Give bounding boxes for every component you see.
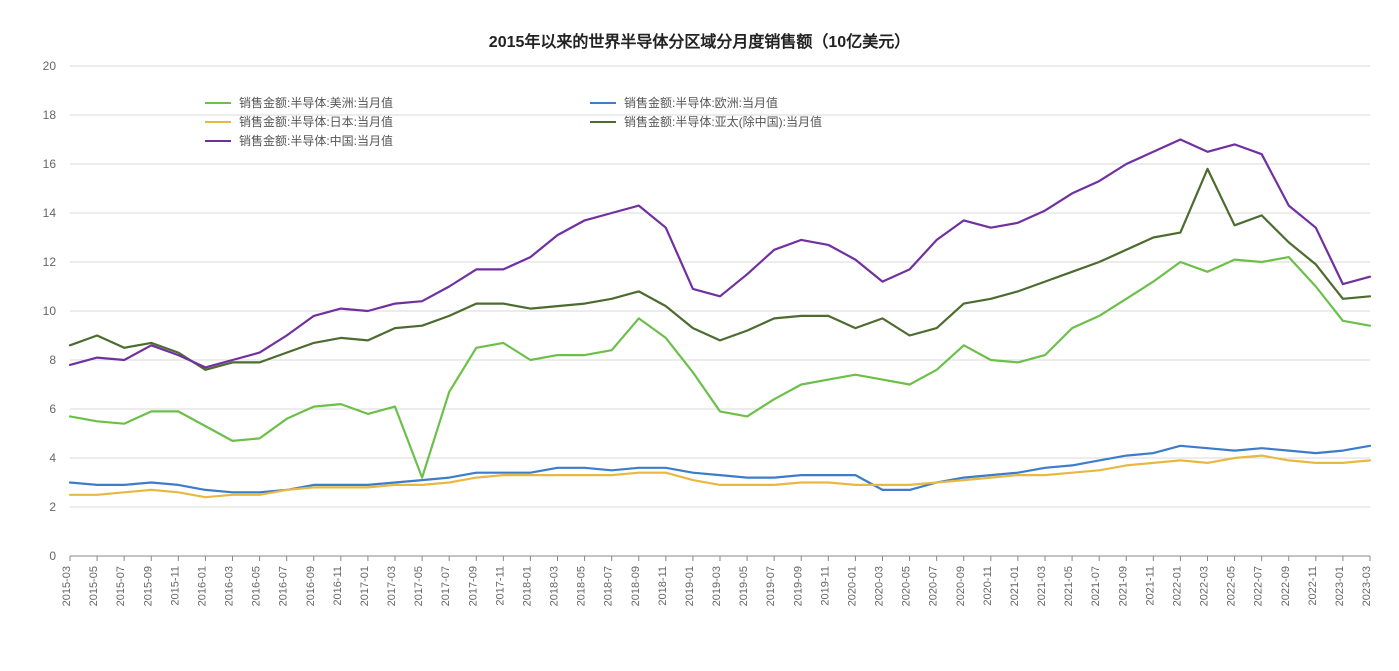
x-tick-label: 2022-01	[1171, 566, 1183, 606]
x-tick-label: 2017-09	[467, 566, 479, 606]
x-tick-label: 2017-05	[413, 566, 425, 606]
y-tick-label: 2	[49, 500, 56, 514]
x-tick-label: 2022-07	[1253, 566, 1265, 606]
x-tick-label: 2020-11	[982, 566, 994, 606]
x-tick-label: 2023-01	[1334, 566, 1346, 606]
y-tick-label: 16	[43, 157, 57, 171]
series-lines	[70, 140, 1370, 498]
legend-label: 销售金额:半导体:美洲:当月值	[239, 94, 393, 111]
legend-row: 销售金额:半导体:美洲:当月值 销售金额:半导体:欧洲:当月值	[205, 94, 935, 111]
y-tick-label: 12	[43, 255, 57, 269]
x-tick-label: 2018-07	[603, 566, 615, 606]
x-tick-label: 2017-07	[440, 566, 452, 606]
x-tick-label: 2022-05	[1226, 566, 1238, 606]
y-tick-label: 20	[43, 59, 57, 73]
x-tick-label: 2018-11	[657, 566, 669, 606]
x-tick-label: 2017-11	[494, 566, 506, 606]
x-tick-label: 2019-07	[765, 566, 777, 606]
series-line-americas	[70, 257, 1370, 478]
x-tick-label: 2019-05	[738, 566, 750, 606]
x-tick-label: 2021-03	[1036, 566, 1048, 606]
y-tick-label: 4	[49, 451, 56, 465]
legend-label: 销售金额:半导体:日本:当月值	[239, 113, 393, 130]
y-tick-label: 6	[49, 402, 56, 416]
y-tick-label: 0	[49, 549, 56, 563]
y-tick-label: 10	[43, 304, 57, 318]
x-tick-label: 2021-01	[1009, 566, 1021, 606]
legend-swatch	[205, 140, 231, 142]
legend-item-asia_pacific_ex_china: 销售金额:半导体:亚太(除中国):当月值	[590, 113, 935, 130]
series-line-asia_pacific_ex_china	[70, 169, 1370, 370]
legend-swatch	[590, 121, 616, 123]
x-tick-label: 2016-07	[278, 566, 290, 606]
y-tick-label: 8	[49, 353, 56, 367]
x-tick-label: 2018-01	[521, 566, 533, 606]
y-tick-label: 18	[43, 108, 57, 122]
x-tick-label: 2015-05	[88, 566, 100, 606]
legend: 销售金额:半导体:美洲:当月值 销售金额:半导体:欧洲:当月值销售金额:半导体:日…	[205, 94, 935, 151]
x-tick-label: 2015-11	[169, 566, 181, 606]
x-tick-label: 2020-05	[901, 566, 913, 606]
x-tick-label: 2021-11	[1144, 566, 1156, 606]
x-tick-label: 2017-03	[386, 566, 398, 606]
x-tick-label: 2016-05	[251, 566, 263, 606]
x-tick-label: 2022-03	[1199, 566, 1211, 606]
legend-item-americas: 销售金额:半导体:美洲:当月值	[205, 94, 550, 111]
x-tick-label: 2018-09	[630, 566, 642, 606]
x-tick-label: 2015-03	[61, 566, 73, 606]
x-tick-label: 2020-01	[846, 566, 858, 606]
legend-swatch	[590, 102, 616, 104]
x-tick-label: 2020-09	[955, 566, 967, 606]
legend-item-japan: 销售金额:半导体:日本:当月值	[205, 113, 550, 130]
y-tick-label: 14	[43, 206, 57, 220]
x-tick-label: 2017-01	[359, 566, 371, 606]
x-tick-label: 2016-01	[196, 566, 208, 606]
x-tick-label: 2016-09	[305, 566, 317, 606]
x-tick-label: 2019-01	[684, 566, 696, 606]
x-tick-label: 2021-09	[1117, 566, 1129, 606]
x-tick-label: 2016-11	[332, 566, 344, 606]
x-tick-label: 2023-03	[1361, 566, 1373, 606]
legend-row: 销售金额:半导体:中国:当月值	[205, 132, 935, 149]
x-tick-label: 2021-07	[1090, 566, 1102, 606]
x-tick-label: 2022-11	[1307, 566, 1319, 606]
legend-swatch	[205, 102, 231, 104]
x-tick-label: 2020-07	[928, 566, 940, 606]
x-tick-label: 2021-05	[1063, 566, 1075, 606]
x-axis: 2015-03 2015-05 2015-07 2015-09 2015-11 2016-…	[61, 556, 1373, 606]
series-line-china	[70, 140, 1370, 368]
x-tick-label: 2019-09	[792, 566, 804, 606]
legend-label: 销售金额:半导体:亚太(除中国):当月值	[624, 113, 822, 130]
x-tick-label: 2016-03	[224, 566, 236, 606]
legend-swatch	[205, 121, 231, 123]
x-tick-label: 2018-03	[549, 566, 561, 606]
legend-row: 销售金额:半导体:日本:当月值 销售金额:半导体:亚太(除中国):当月值	[205, 113, 935, 130]
legend-item-europe: 销售金额:半导体:欧洲:当月值	[590, 94, 935, 111]
legend-label: 销售金额:半导体:欧洲:当月值	[624, 94, 778, 111]
x-tick-label: 2019-03	[711, 566, 723, 606]
x-tick-label: 2020-03	[874, 566, 886, 606]
x-tick-label: 2015-07	[115, 566, 127, 606]
y-axis: 0 2 4 6 8 10 12 14 16 18 20	[43, 59, 57, 563]
x-tick-label: 2015-09	[142, 566, 154, 606]
x-tick-label: 2018-05	[576, 566, 588, 606]
legend-label: 销售金额:半导体:中国:当月值	[239, 132, 393, 149]
x-tick-label: 2019-11	[819, 566, 831, 606]
x-tick-label: 2022-09	[1280, 566, 1292, 606]
chart-container: 2015年以来的世界半导体分区域分月度销售额（10亿美元） 0246810121…	[0, 0, 1399, 671]
legend-item-china: 销售金额:半导体:中国:当月值	[205, 132, 550, 149]
